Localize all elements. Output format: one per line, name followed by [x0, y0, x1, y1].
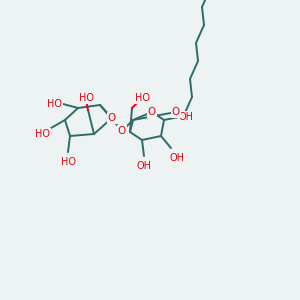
Text: O: O	[172, 107, 180, 117]
Text: O: O	[118, 126, 126, 136]
Text: HO: HO	[79, 93, 94, 103]
Text: HO: HO	[47, 99, 62, 109]
Text: OH: OH	[178, 112, 194, 122]
Text: O: O	[108, 113, 116, 123]
Text: O: O	[148, 107, 156, 117]
Text: HO: HO	[35, 129, 50, 139]
Text: HO: HO	[134, 93, 149, 103]
Text: HO: HO	[61, 157, 76, 167]
Text: OH: OH	[169, 153, 184, 163]
Text: OH: OH	[136, 161, 152, 171]
